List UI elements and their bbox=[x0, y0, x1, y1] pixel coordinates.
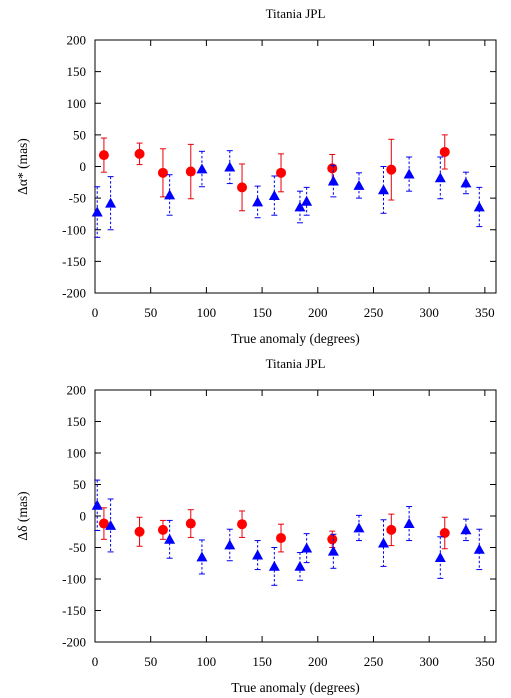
chart-title: Titania JPL bbox=[266, 356, 326, 371]
data-point-triangle bbox=[434, 172, 446, 183]
x-tick-label: 350 bbox=[475, 305, 495, 320]
data-point-circle bbox=[237, 519, 248, 530]
y-tick-label: 200 bbox=[67, 33, 87, 48]
data-point-circle bbox=[98, 150, 109, 161]
x-tick-label: 0 bbox=[92, 305, 99, 320]
blue-series bbox=[91, 479, 485, 586]
y-tick-label: -200 bbox=[62, 635, 86, 650]
data-point-triangle bbox=[224, 161, 236, 172]
x-tick-label: 50 bbox=[144, 654, 157, 669]
x-tick-label: 100 bbox=[197, 305, 217, 320]
x-tick-label: 250 bbox=[364, 305, 384, 320]
data-point-circle bbox=[134, 526, 145, 537]
x-tick-label: 150 bbox=[252, 654, 272, 669]
data-point-triangle bbox=[196, 551, 208, 562]
y-axis-label: Δδ (mas) bbox=[15, 491, 30, 540]
data-point-triangle bbox=[164, 533, 176, 544]
data-point-triangle bbox=[460, 524, 472, 535]
data-point-triangle bbox=[434, 552, 446, 562]
data-point-triangle bbox=[164, 189, 176, 200]
y-tick-label: -150 bbox=[62, 603, 86, 618]
y-tick-label: 150 bbox=[67, 414, 87, 429]
data-point-circle bbox=[276, 167, 287, 178]
x-tick-label: 300 bbox=[419, 654, 439, 669]
plot-frame bbox=[94, 389, 497, 643]
data-point-triangle bbox=[353, 179, 365, 190]
data-point-circle bbox=[327, 534, 338, 545]
data-point-triangle bbox=[196, 163, 208, 174]
x-tick-label: 50 bbox=[144, 305, 157, 320]
y-tick-label: -50 bbox=[69, 191, 86, 206]
data-point-triangle bbox=[473, 201, 485, 212]
x-tick-label: 300 bbox=[419, 305, 439, 320]
x-tick-label: 250 bbox=[364, 654, 384, 669]
data-point-triangle bbox=[327, 175, 339, 186]
data-point-triangle bbox=[252, 196, 264, 207]
data-point-circle bbox=[157, 524, 168, 535]
blue-series bbox=[91, 150, 485, 238]
y-tick-label: 100 bbox=[67, 96, 87, 111]
chart-title: Titania JPL bbox=[266, 6, 326, 21]
data-point-triangle bbox=[224, 539, 236, 550]
x-tick-label: 100 bbox=[197, 654, 217, 669]
chart-panel-2: Titania JPL True anomaly (degrees) Δδ (mas… bbox=[15, 356, 497, 695]
y-tick-label: -150 bbox=[62, 254, 86, 269]
data-point-triangle bbox=[105, 197, 117, 208]
data-point-triangle bbox=[252, 549, 264, 560]
y-tick-label: -100 bbox=[62, 222, 86, 237]
y-tick-label: 50 bbox=[73, 127, 86, 142]
data-point-circle bbox=[237, 182, 248, 193]
data-point-triangle bbox=[301, 195, 313, 206]
data-point-circle bbox=[386, 164, 397, 175]
y-tick-label: 150 bbox=[67, 64, 87, 79]
data-point-circle bbox=[276, 533, 287, 544]
data-point-circle bbox=[98, 518, 109, 529]
data-point-triangle bbox=[403, 168, 415, 179]
data-point-triangle bbox=[460, 177, 472, 188]
data-point-circle bbox=[439, 528, 450, 539]
data-point-circle bbox=[386, 524, 397, 535]
data-point-triangle bbox=[294, 560, 306, 571]
red-series bbox=[98, 134, 450, 212]
y-tick-label: -50 bbox=[69, 540, 86, 555]
data-point-triangle bbox=[294, 201, 306, 212]
plot-frame bbox=[94, 39, 497, 294]
y-tick-label: 50 bbox=[73, 477, 86, 492]
data-point-triangle bbox=[268, 190, 280, 200]
y-tick-label: 0 bbox=[80, 159, 87, 174]
y-tick-label: -200 bbox=[62, 286, 86, 301]
data-point-triangle bbox=[301, 542, 313, 553]
data-point-circle bbox=[185, 166, 196, 177]
y-tick-label: 200 bbox=[67, 383, 87, 398]
x-tick-label: 0 bbox=[92, 654, 99, 669]
data-point-triangle bbox=[327, 545, 339, 556]
data-point-circle bbox=[185, 518, 196, 529]
y-tick-label: 0 bbox=[80, 509, 87, 524]
data-point-circle bbox=[327, 163, 338, 174]
data-point-circle bbox=[134, 148, 145, 159]
x-tick-label: 350 bbox=[475, 654, 495, 669]
data-point-triangle bbox=[377, 184, 389, 195]
x-tick-label: 150 bbox=[252, 305, 272, 320]
y-tick-label: -100 bbox=[62, 572, 86, 587]
x-tick-label: 200 bbox=[308, 654, 328, 669]
data-point-triangle bbox=[353, 522, 365, 533]
data-point-triangle bbox=[91, 206, 103, 217]
red-series bbox=[98, 507, 450, 553]
data-point-circle bbox=[439, 146, 450, 157]
x-axis-label: True anomaly (degrees) bbox=[231, 331, 359, 346]
x-axis-label: True anomaly (degrees) bbox=[231, 680, 359, 695]
data-point-triangle bbox=[473, 543, 485, 554]
y-axis-label: Δα* (mas) bbox=[15, 138, 30, 195]
chart-panel-1: Titania JPL True anomaly (degrees) Δα* (ma… bbox=[15, 6, 497, 346]
x-tick-label: 200 bbox=[308, 305, 328, 320]
data-point-triangle bbox=[91, 499, 103, 510]
data-point-triangle bbox=[403, 518, 415, 528]
data-point-triangle bbox=[268, 560, 280, 571]
data-point-triangle bbox=[377, 537, 389, 548]
data-point-triangle bbox=[105, 519, 117, 530]
y-tick-label: 100 bbox=[67, 446, 87, 461]
data-point-circle bbox=[157, 167, 168, 178]
